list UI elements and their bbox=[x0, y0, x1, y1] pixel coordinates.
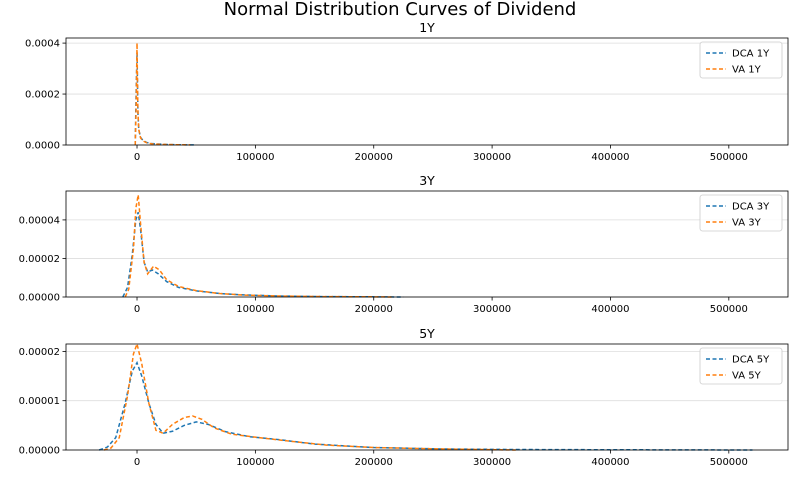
legend-label: VA 1Y bbox=[732, 65, 762, 76]
x-tick-label: 200000 bbox=[355, 304, 393, 315]
x-tick-label: 400000 bbox=[591, 304, 629, 315]
subplot-title: 5Y bbox=[419, 326, 435, 341]
legend-label: VA 5Y bbox=[732, 371, 762, 382]
series-line-va-1y bbox=[134, 43, 191, 146]
legend-label: DCA 5Y bbox=[732, 355, 770, 366]
series-line-dca-5y bbox=[98, 360, 753, 451]
series-line-dca-1y bbox=[134, 53, 197, 146]
x-tick-label: 500000 bbox=[710, 304, 748, 315]
x-tick-label: 500000 bbox=[710, 152, 748, 163]
y-tick-label: 0.0004 bbox=[25, 39, 60, 50]
axes-frame bbox=[65, 190, 789, 298]
x-tick-label: 400000 bbox=[591, 152, 629, 163]
x-tick-label: 100000 bbox=[236, 457, 274, 468]
y-tick-label: 0.00002 bbox=[19, 254, 60, 265]
legend: DCA 5Y VA 5Y bbox=[699, 347, 783, 385]
series-line-va-3y bbox=[124, 194, 392, 298]
subplot-title: 3Y bbox=[419, 173, 435, 188]
legend-label: DCA 3Y bbox=[732, 202, 770, 213]
y-tick-label: 0.00002 bbox=[19, 347, 60, 358]
subplot-3y: 3Y 0 100000 200000 300000 400000 500000 0.00000… bbox=[19, 173, 789, 315]
axes-frame bbox=[65, 343, 789, 451]
y-tick-label: 0.00004 bbox=[19, 215, 60, 226]
x-tick-label: 0 bbox=[134, 457, 140, 468]
x-tick-label: 100000 bbox=[236, 304, 274, 315]
y-tick-label: 0.00000 bbox=[19, 446, 60, 457]
legend: DCA 1Y VA 1Y bbox=[699, 41, 783, 79]
figure-title: Normal Distribution Curves of Dividend bbox=[224, 0, 577, 20]
x-tick-label: 200000 bbox=[355, 152, 393, 163]
y-tick-label: 0.00001 bbox=[19, 396, 60, 407]
x-tick-label: 0 bbox=[134, 304, 140, 315]
x-tick-label: 200000 bbox=[355, 457, 393, 468]
x-tick-label: 400000 bbox=[591, 457, 629, 468]
subplot-title: 1Y bbox=[419, 20, 435, 35]
legend: DCA 3Y VA 3Y bbox=[699, 194, 783, 232]
x-tick-label: 100000 bbox=[236, 152, 274, 163]
series-line-va-5y bbox=[103, 341, 516, 451]
series-line-dca-3y bbox=[122, 211, 404, 298]
x-tick-label: 500000 bbox=[710, 457, 748, 468]
x-tick-label: 300000 bbox=[473, 152, 511, 163]
legend-label: VA 3Y bbox=[732, 218, 762, 229]
y-tick-label: 0.00000 bbox=[19, 293, 60, 304]
x-tick-label: 0 bbox=[134, 152, 140, 163]
axes-frame bbox=[65, 37, 789, 146]
x-tick-label: 300000 bbox=[473, 457, 511, 468]
legend-label: DCA 1Y bbox=[732, 49, 770, 60]
subplot-1y: 1Y 0 100000 200000 300000 400000 500000 0.0000 0… bbox=[25, 20, 789, 163]
y-tick-label: 0.0002 bbox=[25, 90, 60, 101]
x-tick-label: 300000 bbox=[473, 304, 511, 315]
subplot-5y: 5Y 0 100000 200000 300000 400000 500000 0.00000… bbox=[19, 326, 789, 468]
y-tick-label: 0.0000 bbox=[25, 141, 60, 152]
